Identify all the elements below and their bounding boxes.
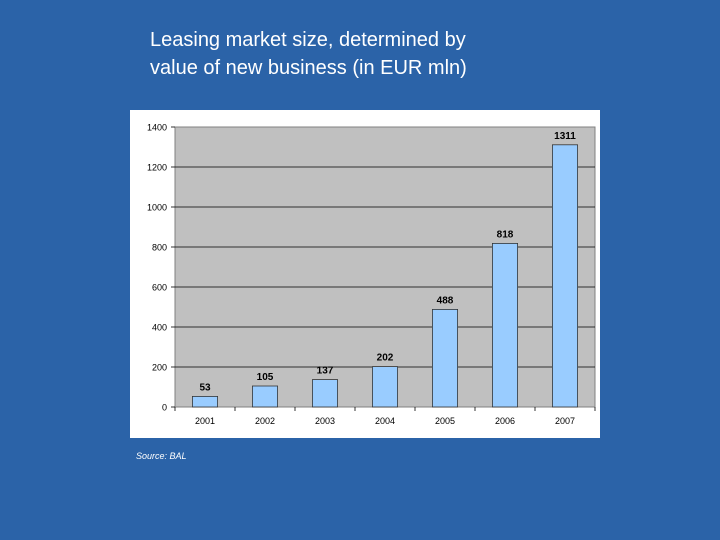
y-tick-label: 0	[162, 403, 167, 413]
x-tick-label: 2002	[255, 416, 275, 426]
bar	[192, 395, 219, 408]
y-tick-label: 400	[152, 323, 167, 333]
slide-title-line-1: Leasing market size, determined by	[150, 29, 466, 51]
y-tick-label: 1400	[147, 123, 167, 133]
bar	[252, 385, 279, 408]
x-tick-label: 2001	[195, 416, 215, 426]
y-tick-label: 1200	[147, 163, 167, 173]
plot-area	[174, 126, 596, 408]
data-label: 488	[437, 295, 454, 306]
chart-frame: 0 200 400 600 800 1000 1200 1400 2001 53 2002 105 20…	[130, 110, 600, 438]
y-tick-label: 600	[152, 283, 167, 293]
y-tick-label: 800	[152, 243, 167, 253]
slide-title-line-2: value of new business (in EUR mln)	[150, 57, 467, 79]
data-label: 137	[317, 366, 334, 377]
x-tick-label: 2005	[435, 416, 455, 426]
bar	[491, 242, 518, 408]
y-tick-label: 200	[152, 363, 167, 373]
data-label: 1311	[554, 131, 576, 142]
data-label: 105	[257, 372, 274, 383]
x-tick-label: 2004	[375, 416, 395, 426]
y-tick-label: 1000	[147, 203, 167, 213]
bar	[371, 366, 398, 408]
x-tick-label: 2003	[315, 416, 335, 426]
bar	[551, 144, 578, 408]
slide-title: Leasing market size, determined by value…	[150, 26, 580, 82]
source-note: Source: BAL	[136, 451, 187, 461]
data-label: 53	[199, 382, 211, 393]
data-label: 202	[377, 353, 394, 364]
data-label: 818	[497, 229, 514, 240]
x-tick-label: 2006	[495, 416, 515, 426]
x-tick-label: 2007	[555, 416, 575, 426]
bar	[311, 379, 338, 408]
bar-chart: 0 200 400 600 800 1000 1200 1400 2001 53 2002 105 20…	[147, 123, 596, 426]
bar	[431, 308, 458, 408]
